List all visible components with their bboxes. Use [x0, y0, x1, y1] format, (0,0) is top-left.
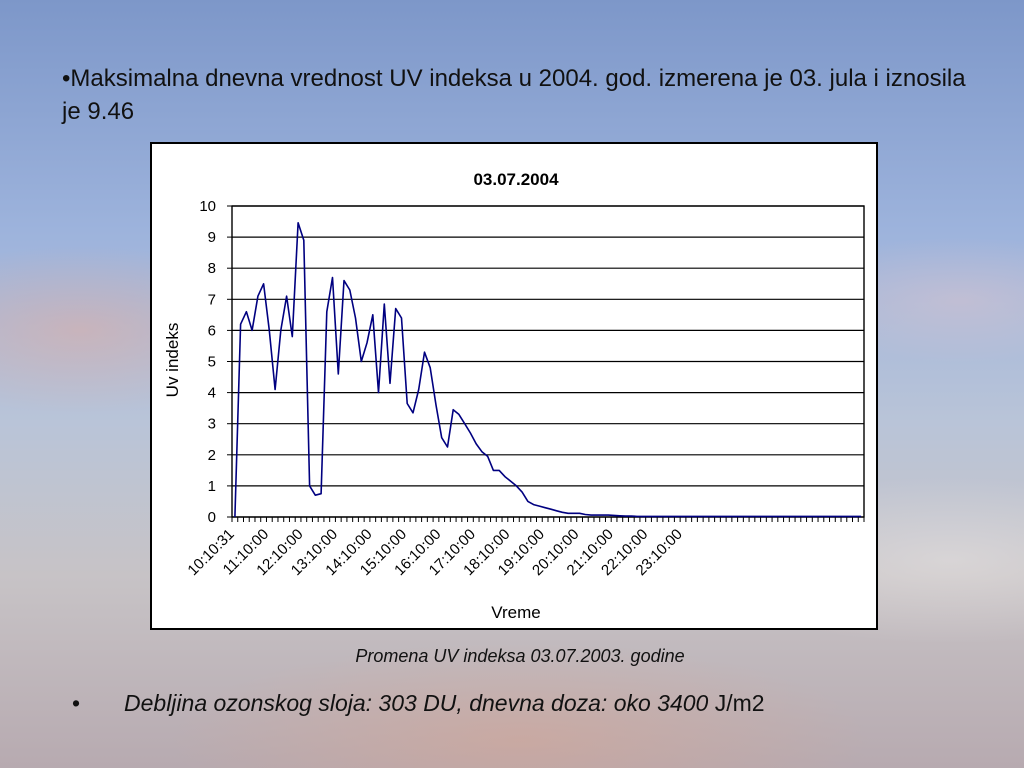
y-tick-label: 3: [208, 416, 216, 433]
y-tick-label: 1: [208, 478, 216, 495]
y-tick-label: 5: [208, 354, 216, 371]
y-tick-label: 9: [208, 229, 216, 246]
y-tick-label: 8: [208, 260, 216, 277]
ozone-bullet: • Debljina ozonskog sloja: 303 DU, dnevna…: [72, 690, 765, 717]
x-axis-label: Vreme: [491, 603, 540, 622]
bullet-symbol: •: [72, 690, 81, 716]
y-tick-label: 7: [208, 291, 216, 308]
y-tick-label: 0: [208, 509, 216, 526]
y-tick-label: 4: [208, 385, 216, 402]
chart-caption: Promena UV indeksa 03.07.2003. godine: [355, 646, 685, 666]
chart-title: 03.07.2004: [473, 170, 559, 189]
y-tick-label: 10: [199, 198, 216, 215]
y-tick-label: 2: [208, 447, 216, 464]
y-axis-label: Uv indeks: [163, 323, 182, 398]
uv-index-chart: 03.07.2004 0 1 2 3 4 5 6 7 8 9 10 10:10:31 11:10:00…: [150, 142, 878, 630]
slide-heading: •Maksimalna dnevna vrednost UV indeksa u…: [62, 65, 966, 125]
y-tick-label: 6: [208, 322, 216, 339]
bullet-unit: J/m2: [714, 690, 765, 716]
uv-series-line: [234, 222, 862, 518]
bullet-text-italic: Debljina ozonskog sloja: 303 DU, dnevna …: [124, 690, 709, 716]
